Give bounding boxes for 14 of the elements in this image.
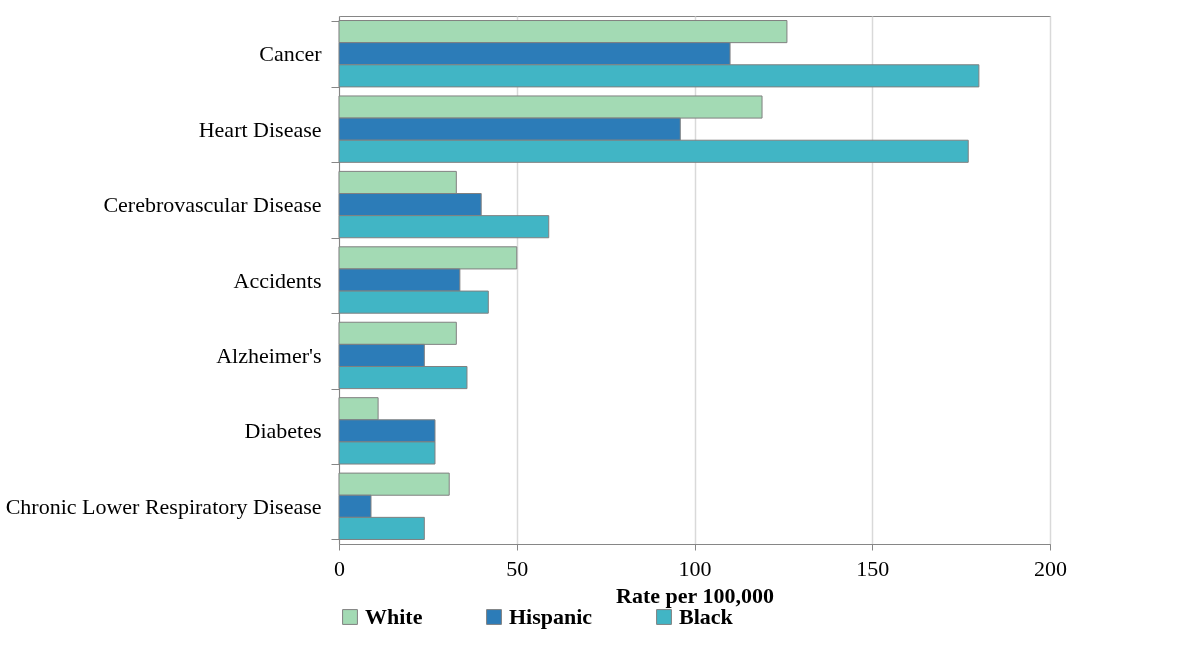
- y-tick-label: Diabetes: [244, 418, 322, 444]
- legend-label: Hispanic: [509, 604, 593, 629]
- x-tick-label: 100: [678, 555, 712, 581]
- y-tick-label: Chronic Lower Respiratory Disease: [5, 493, 322, 519]
- x-tick-label: 50: [506, 555, 529, 581]
- x-tick-label: 200: [1034, 555, 1067, 581]
- y-tick-label: Accidents: [233, 267, 322, 293]
- x-tick-label: 150: [856, 555, 890, 581]
- y-tick-label: Cerebrovascular Disease: [103, 192, 322, 218]
- y-tick-label: Alzheimer's: [216, 342, 322, 368]
- x-tick-label: 0: [334, 555, 345, 581]
- y-tick-label: Cancer: [259, 41, 323, 67]
- y-tick-label: Heart Disease: [198, 116, 322, 142]
- legend-label: White: [365, 604, 423, 629]
